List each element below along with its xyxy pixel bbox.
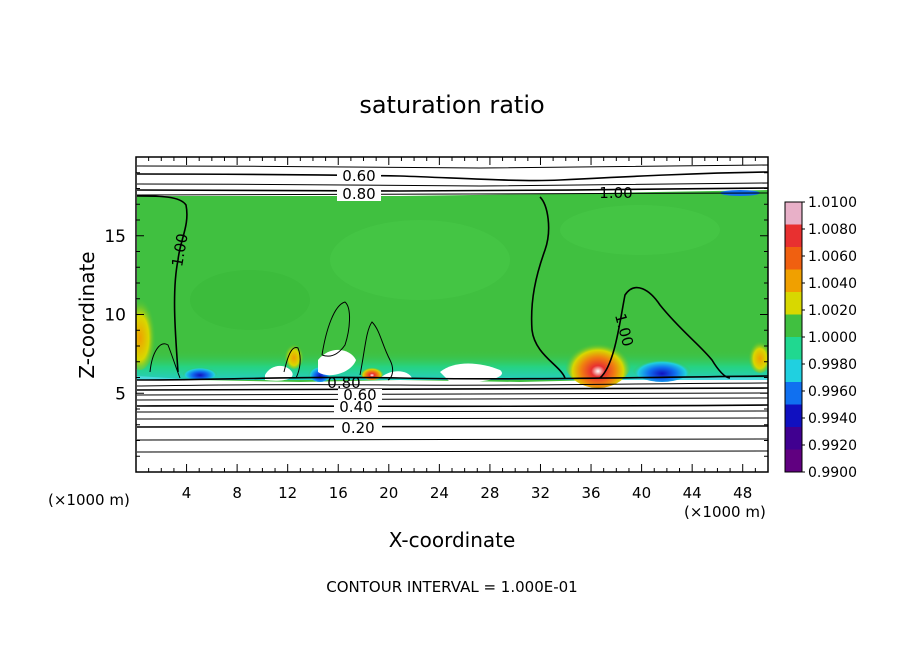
colorbar-swatch xyxy=(785,314,802,338)
contour-label: 0.60 xyxy=(342,167,375,185)
contour-label: 1.00 xyxy=(599,184,632,202)
colorbar-swatch xyxy=(785,337,802,360)
colorbar-swatch xyxy=(785,292,802,315)
x-tick-label: 36 xyxy=(581,484,600,502)
colorbar-swatch xyxy=(785,224,802,248)
x-unit-left: (×1000 m) xyxy=(48,491,130,509)
y-tick-label: 10 xyxy=(104,306,126,326)
colorbar-swatch xyxy=(785,404,802,428)
chart-title: saturation ratio xyxy=(359,91,544,119)
contour-label: 0.80 xyxy=(342,185,375,203)
y-tick-label: 15 xyxy=(104,227,126,247)
cool-x40 xyxy=(632,354,692,382)
colorbar-label: 1.0020 xyxy=(808,303,857,319)
contour-label: 0.20 xyxy=(341,419,374,437)
y-axis-title: Z-coordinate xyxy=(75,251,99,378)
warm-x18 xyxy=(360,364,384,380)
colorbar-swatch xyxy=(785,382,802,405)
colorbar-label: 1.0100 xyxy=(808,195,857,211)
x-axis: 4 8 12 16 20 24 28 32 36 40 44 48 xyxy=(148,157,756,502)
colorbar-swatch xyxy=(785,449,802,473)
colorbar-swatch xyxy=(785,269,802,293)
x-tick-label: 44 xyxy=(683,484,702,502)
x-tick-label: 40 xyxy=(632,484,651,502)
colorbar-label: 1.0000 xyxy=(808,330,857,346)
x-tick-label: 24 xyxy=(430,484,449,502)
colorbar-label: 1.0080 xyxy=(808,222,857,238)
x-tick-label: 20 xyxy=(379,484,398,502)
cool-x4 xyxy=(182,364,218,380)
contour-label: 0.60 xyxy=(343,386,376,404)
warm-x48 xyxy=(748,337,768,373)
contour-label: 1.00 xyxy=(168,232,192,268)
warm-left-edge xyxy=(136,290,156,370)
colorbar-swatch xyxy=(785,427,802,450)
colorbar-label: 0.9920 xyxy=(808,438,857,454)
colorbar: 1.0100 1.0080 1.0060 1.0040 1.0020 1.0000 0.99… xyxy=(784,195,857,481)
x-tick-label: 16 xyxy=(329,484,348,502)
colorbar-label: 1.0040 xyxy=(808,276,857,292)
x-tick-label: 32 xyxy=(531,484,550,502)
colorbar-swatch xyxy=(785,202,802,225)
x-tick-label: 4 xyxy=(182,484,192,502)
x-tick-label: 12 xyxy=(278,484,297,502)
colorbar-label: 0.9940 xyxy=(808,411,857,427)
x-axis-title: X-coordinate xyxy=(389,528,516,552)
colorbar-swatch xyxy=(785,359,802,383)
x-tick-label: 28 xyxy=(480,484,499,502)
colorbar-label: 0.9960 xyxy=(808,384,857,400)
colorbar-label: 0.9980 xyxy=(808,357,857,373)
colorbar-label: 1.0060 xyxy=(808,249,857,265)
contour-label: 0.40 xyxy=(339,398,372,416)
x-unit-right: (×1000 m) xyxy=(684,503,766,521)
heatmap-field: 0.60 0.80 1.00 1.00 1.00 0.80 0.60 0.40 … xyxy=(136,157,768,472)
contour-interval-note: CONTOUR INTERVAL = 1.000E-01 xyxy=(326,578,577,596)
x-tick-label: 8 xyxy=(232,484,242,502)
x-tick-label: 48 xyxy=(733,484,752,502)
warm-x13 xyxy=(284,341,304,369)
y-tick-label: 5 xyxy=(115,384,126,404)
colorbar-label: 0.9900 xyxy=(808,465,857,481)
colorbar-swatch xyxy=(785,247,802,270)
contour-label: 0.80 xyxy=(327,374,360,392)
y-axis: 5 10 15 xyxy=(104,172,768,457)
contour-labels: 0.60 0.80 1.00 1.00 1.00 0.80 0.60 0.40 … xyxy=(168,167,637,437)
